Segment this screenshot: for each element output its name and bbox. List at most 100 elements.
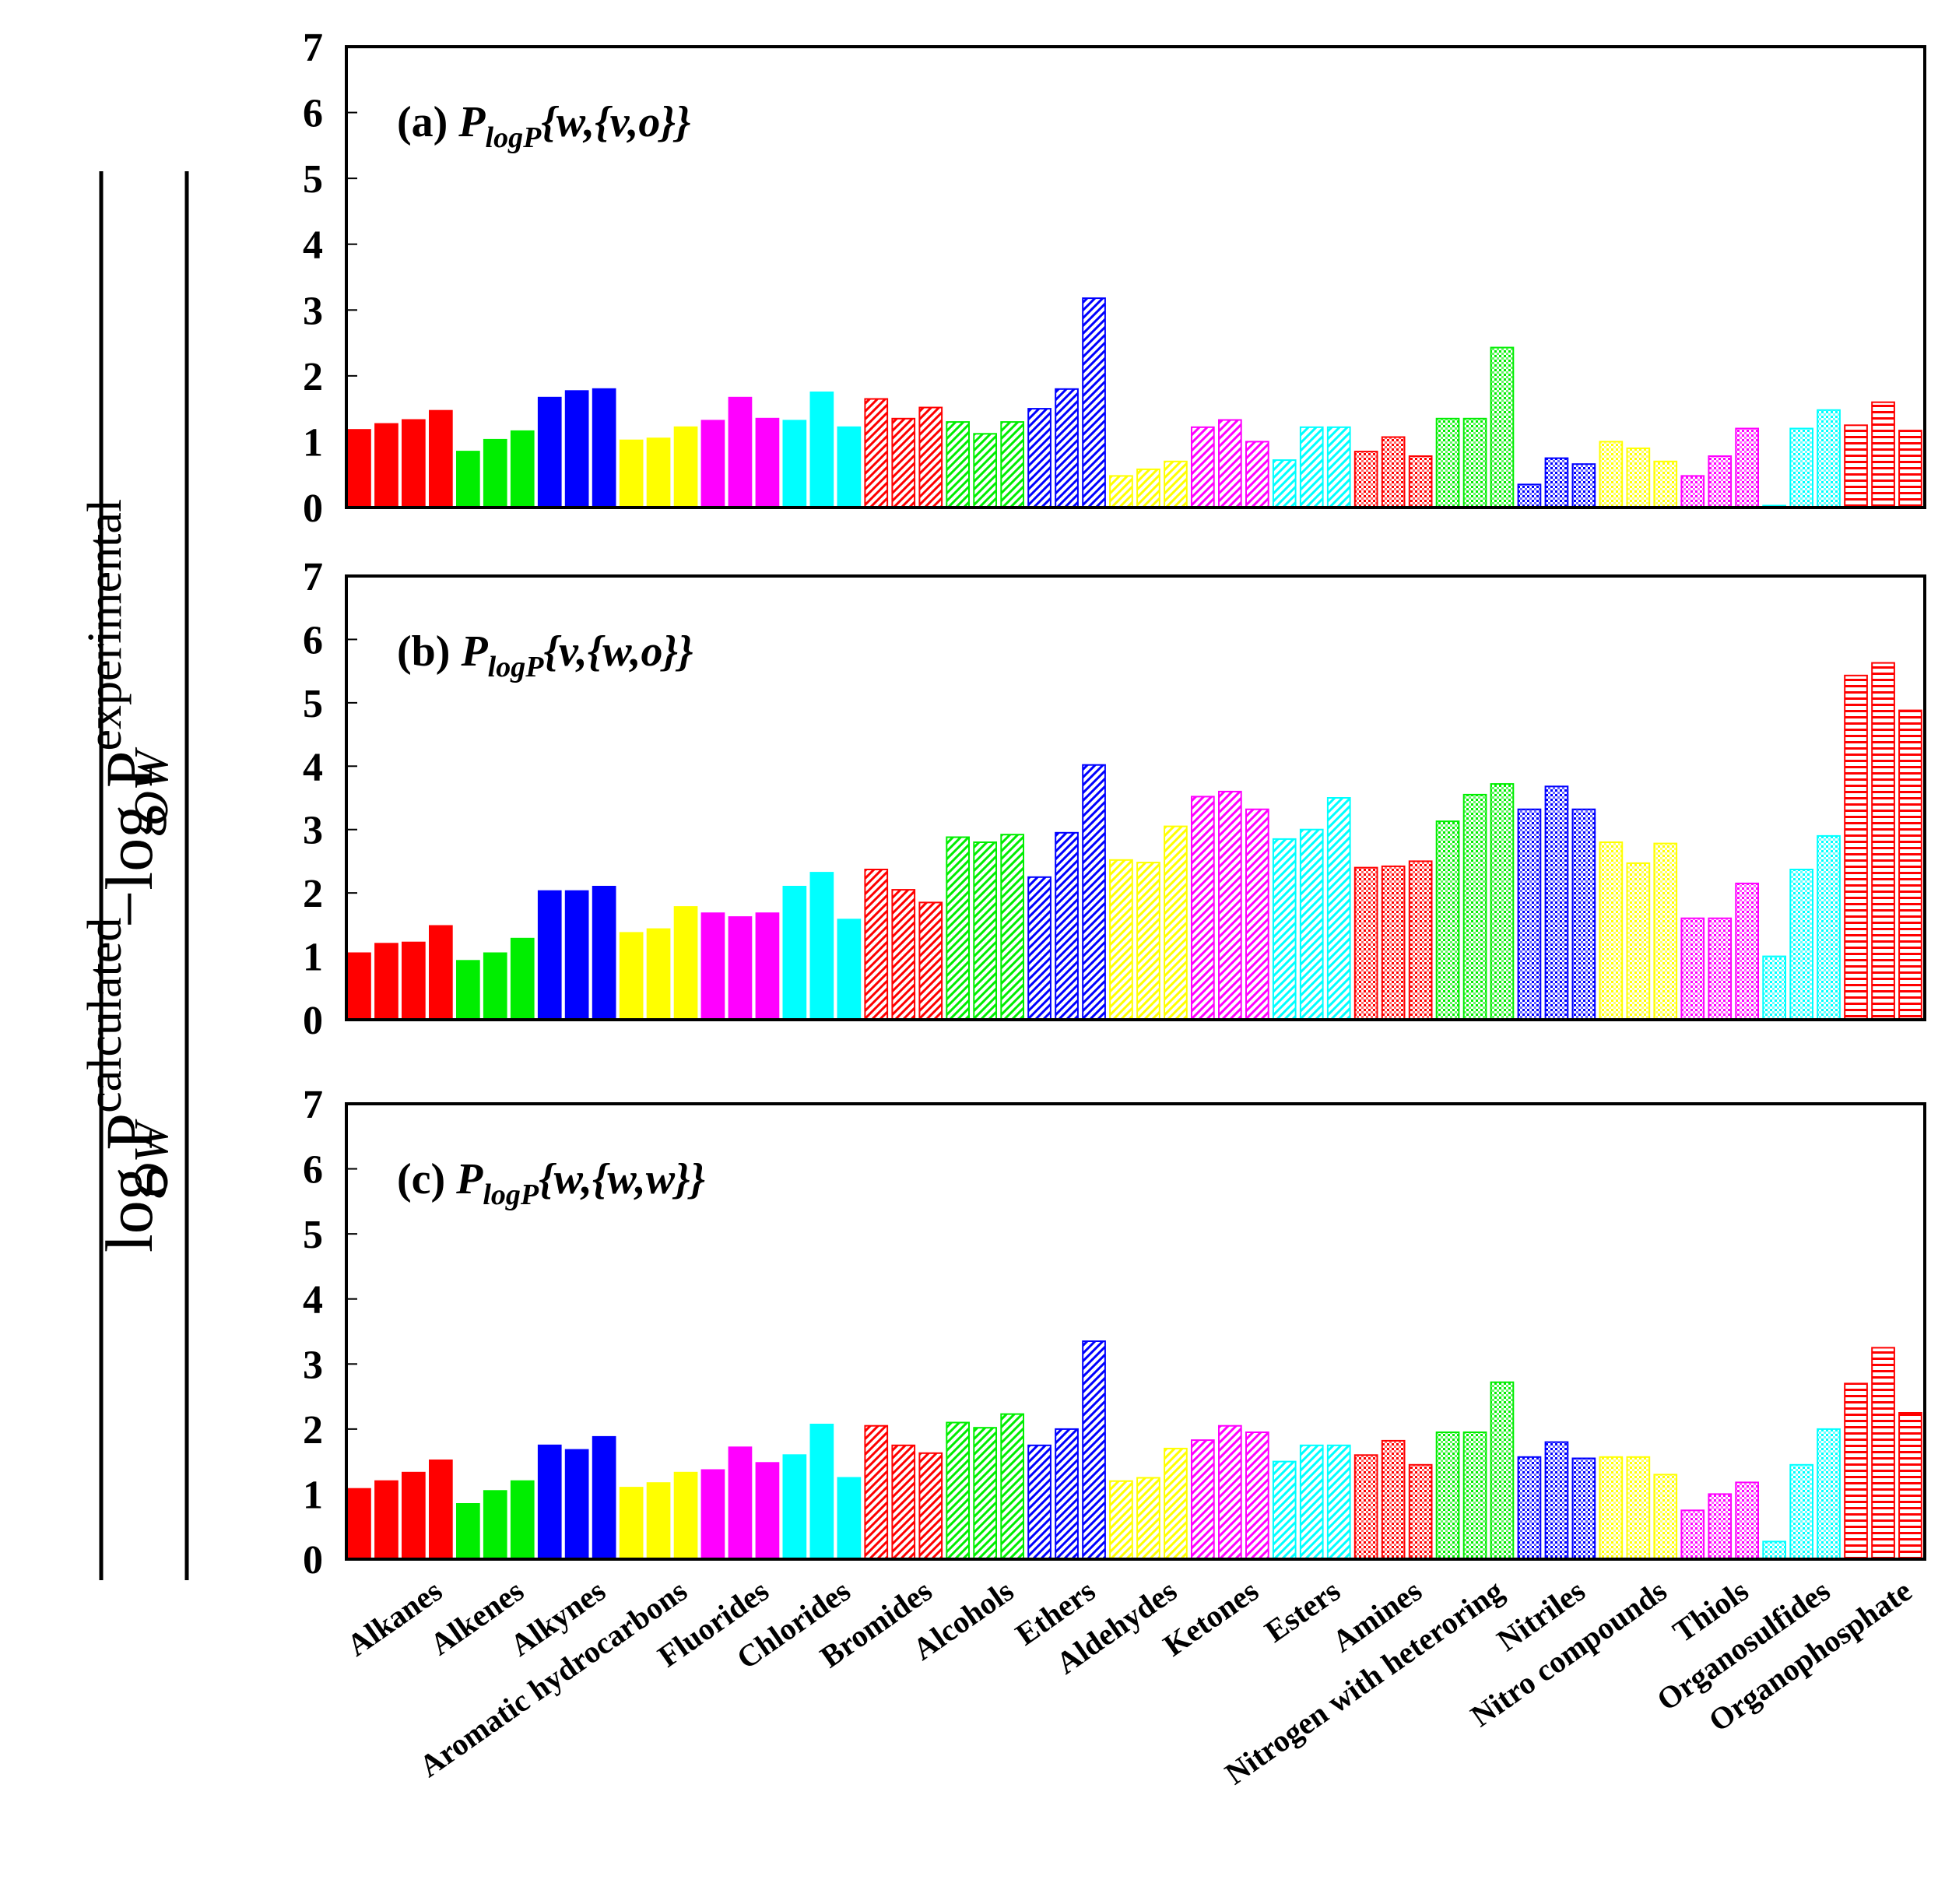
bar-aldehydes-1 (1109, 1480, 1133, 1560)
bar-aldehydes-2 (1136, 468, 1160, 509)
panel-0: 0 1 2 3 4 5 6 7 (a) PlogP{w,{v,o}} (303, 26, 1926, 531)
y-label-sub-ow: OW (125, 1119, 178, 1198)
bar-aldehydes-3 (1164, 1447, 1188, 1561)
bar-nitrogen-with-heteroring-2 (1462, 793, 1487, 1021)
bar-thiols-1 (1680, 475, 1705, 509)
bar-thiols-1 (1680, 1509, 1705, 1561)
panels: 0 1 2 3 4 5 6 7 (a) PlogP{w,{v,o}} 0 1 2 3 4 5 6 7 (b) Pl… (303, 26, 1926, 1791)
y-tick-label: 3 (303, 809, 323, 853)
bar-nitro-compounds-3 (1653, 460, 1678, 508)
bar-nitriles-2 (1544, 457, 1569, 508)
bar-alkynes-2 (564, 1449, 589, 1560)
bar-nitriles-2 (1544, 785, 1569, 1021)
bar-alcohols-2 (973, 433, 998, 508)
bar-amines-2 (1381, 436, 1406, 508)
bar-fluorides-2 (728, 396, 753, 508)
y-tick-label: 4 (303, 223, 323, 268)
bar-aldehydes-3 (1164, 460, 1188, 508)
bar-ethers-3 (1082, 1340, 1106, 1560)
bar-alkenes-1 (456, 960, 480, 1021)
bar-alkynes-3 (592, 1435, 616, 1561)
bar-organosulfides-1 (1762, 955, 1787, 1021)
bar-nitriles-2 (1544, 1441, 1569, 1560)
panel-title: (c) PlogP{w,{w,w}} (397, 1155, 705, 1211)
bar-alcohols-1 (946, 1421, 971, 1560)
bar-nitrogen-with-heteroring-1 (1435, 1432, 1460, 1560)
svg-text:log PcalculatedOW−log Pexperim: log PcalculatedOW−log PexperimentalOW (79, 499, 178, 1252)
bar-esters-3 (1326, 1444, 1351, 1561)
bar-ketones-1 (1191, 1439, 1215, 1560)
bar-alkynes-1 (537, 1444, 562, 1561)
bar-organosulfides-2 (1789, 869, 1814, 1021)
bar-aldehydes-3 (1164, 825, 1188, 1021)
bar-chlorides-1 (782, 1454, 807, 1561)
y-tick-label: 1 (303, 420, 323, 465)
bar-ethers-3 (1082, 297, 1106, 508)
bar-organophosphate-2 (1871, 401, 1895, 509)
bar-alkenes-2 (483, 1490, 507, 1561)
bar-amines-2 (1381, 1439, 1406, 1561)
bar-ketones-3 (1245, 1432, 1269, 1560)
bar-nitrogen-with-heteroring-1 (1435, 417, 1460, 508)
bar-alkenes-1 (456, 1503, 480, 1560)
bar-organophosphate-1 (1844, 1382, 1868, 1561)
bar-bromides-2 (891, 889, 916, 1021)
bar-organosulfides-2 (1789, 1463, 1814, 1561)
bar-alcohols-1 (946, 836, 971, 1021)
y-tick-label: 7 (303, 1083, 323, 1127)
bar-ethers-2 (1055, 831, 1079, 1021)
bar-fluorides-1 (700, 1469, 725, 1560)
y-label-sup-experimental: experimental (79, 499, 132, 751)
bar-aromatic-hydrocarbons-3 (673, 906, 698, 1021)
bar-nitrogen-with-heteroring-3 (1490, 783, 1515, 1021)
bar-alkanes-2 (374, 1480, 398, 1560)
plot-frame (345, 45, 1926, 509)
bar-alkynes-3 (592, 388, 616, 508)
bar-nitriles-1 (1517, 483, 1542, 509)
bar-nitro-compounds-2 (1626, 862, 1651, 1021)
y-axis-label: log PcalculatedOW−log PexperimentalOW (79, 499, 178, 1252)
bar-alcohols-3 (1000, 1413, 1025, 1560)
bar-alkanes-3 (402, 941, 426, 1021)
bar-alkynes-2 (564, 390, 589, 508)
bar-esters-2 (1299, 828, 1324, 1021)
bar-bromides-3 (918, 406, 943, 508)
bar-alkanes-4 (429, 925, 453, 1021)
bar-ethers-1 (1027, 1444, 1052, 1561)
bar-organophosphate-3 (1898, 1412, 1922, 1560)
bar-aromatic-hydrocarbons-1 (619, 932, 644, 1021)
bar-esters-1 (1272, 459, 1297, 508)
y-tick-label: 4 (303, 745, 323, 789)
y-tick-label: 6 (303, 1148, 323, 1193)
bar-amines-3 (1408, 860, 1433, 1021)
y-tick-label: 1 (303, 936, 323, 980)
bar-nitro-compounds-1 (1599, 1456, 1624, 1561)
bar-ketones-2 (1218, 419, 1242, 508)
bar-fluorides-1 (700, 420, 725, 509)
bar-thiols-3 (1735, 427, 1760, 508)
bar-alkanes-1 (347, 952, 371, 1021)
bar-chlorides-3 (837, 919, 862, 1021)
bar-alkanes-1 (347, 429, 371, 509)
bar-esters-3 (1326, 426, 1351, 508)
bar-bromides-1 (864, 398, 889, 508)
bar-chlorides-3 (837, 1477, 862, 1560)
category-label-ketones: Ketones (1157, 1573, 1265, 1663)
y-tick-label: 4 (303, 1278, 323, 1323)
bar-alcohols-2 (973, 841, 998, 1021)
y-tick-label: 5 (303, 1213, 323, 1257)
plot-frame (345, 574, 1926, 1021)
bar-thiols-2 (1708, 917, 1733, 1021)
bar-ketones-3 (1245, 441, 1269, 509)
y-tick-label: 0 (303, 999, 323, 1043)
bar-fluorides-2 (728, 916, 753, 1021)
bar-fluorides-2 (728, 1446, 753, 1561)
bar-nitro-compounds-3 (1653, 1474, 1678, 1561)
bar-amines-1 (1353, 1454, 1378, 1561)
panel-title: (a) PlogP{w,{v,o}} (397, 98, 690, 154)
y-tick-label: 7 (303, 26, 323, 70)
bar-organophosphate-3 (1898, 430, 1922, 508)
bar-organosulfides-3 (1817, 409, 1841, 508)
bar-bromides-3 (918, 901, 943, 1021)
